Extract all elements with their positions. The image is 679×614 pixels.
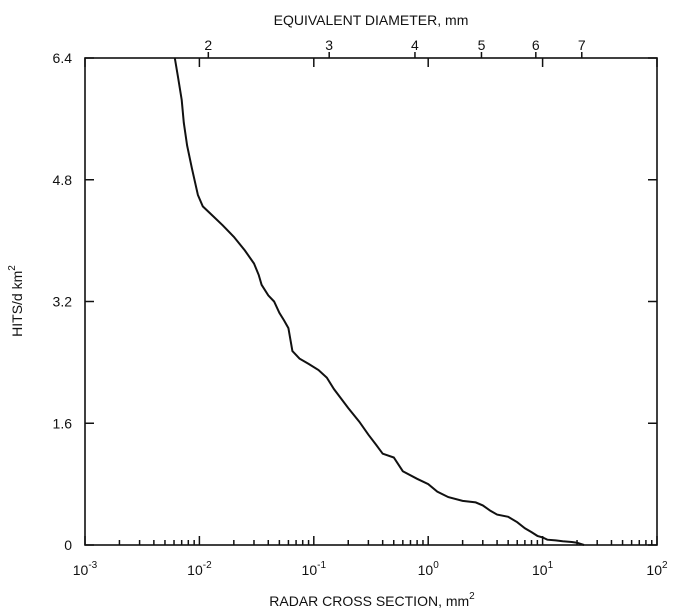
y-axis-title-base: HITS/d km [9,271,25,337]
plot-frame [84,57,658,546]
x-tick-label-base: 10 [187,562,203,578]
x-tick-label: 100 [418,560,440,578]
x-tick-label-base: 10 [302,562,318,578]
top-tick-label: 5 [478,37,486,53]
x-tick-label: 10-2 [187,560,212,578]
x-tick-label: 101 [532,560,554,578]
x-tick-label-exponent: 2 [662,560,668,571]
x-tick-label-exponent: 1 [548,560,554,571]
x-axis-title-superscript: 2 [469,591,475,602]
top-tick-label: 4 [411,37,419,53]
y-axis-title: HITS/d km2 [7,265,25,337]
x-tick-label-base: 10 [73,562,89,578]
x-tick-label: 10-3 [73,560,98,578]
x-tick-label-base: 10 [646,562,662,578]
top-tick-label: 6 [532,37,540,53]
x-tick-label: 10-1 [302,560,327,578]
top-tick-label: 2 [204,37,212,53]
y-axis-title-superscript: 2 [7,265,18,271]
x-tick-label-exponent: -2 [203,560,212,571]
top-axis-title: EQUIVALENT DIAMETER, mm [274,12,469,28]
y-tick-label: 1.6 [53,415,73,431]
x-tick-label-exponent: 0 [433,560,439,571]
x-tick-label-base: 10 [418,562,434,578]
x-tick-label-exponent: -3 [88,560,97,571]
x-axis-title: RADAR CROSS SECTION, mm2 [269,591,475,609]
y-tick-label: 3.2 [53,294,73,310]
x-axis-title-base: RADAR CROSS SECTION, mm [269,593,469,609]
series-line [173,57,585,546]
top-tick-label: 3 [325,37,333,53]
y-tick-label: 6.4 [53,50,73,66]
y-tick-label: 0 [64,537,72,553]
x-tick-label-exponent: -1 [317,560,326,571]
x-tick-label-base: 10 [532,562,548,578]
ticks-layer [84,52,658,546]
y-tick-label: 4.8 [53,172,73,188]
x-tick-label: 102 [646,560,668,578]
top-tick-label: 7 [578,37,586,53]
